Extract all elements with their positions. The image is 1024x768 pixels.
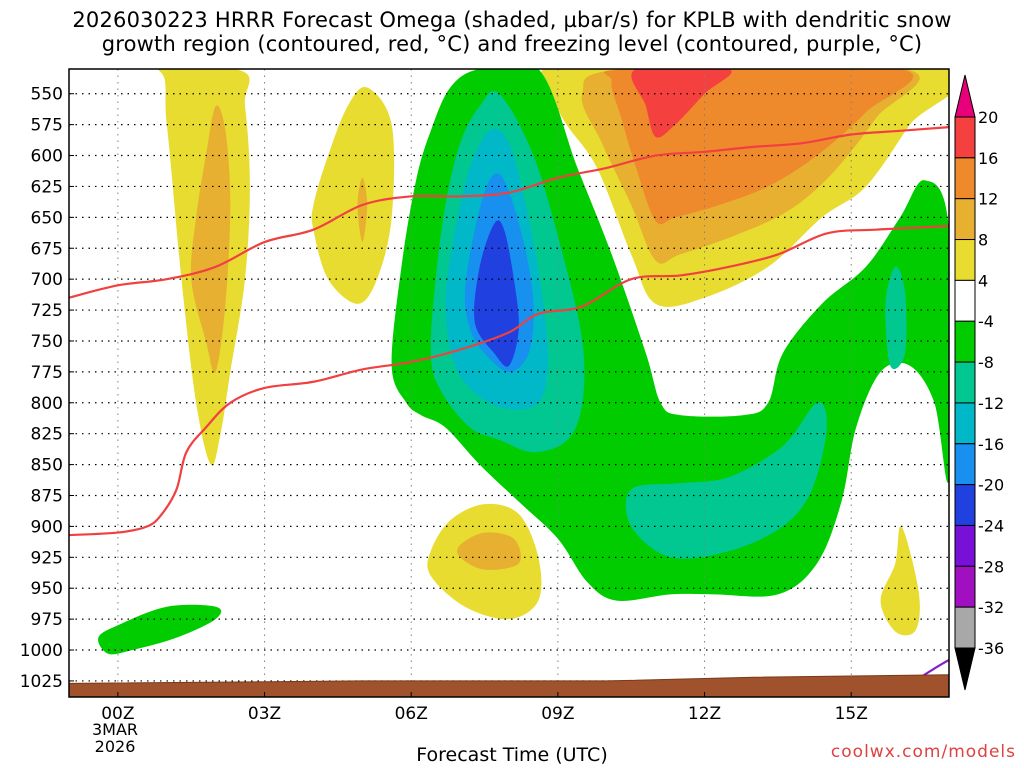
- colorbar-label-10: -24: [978, 516, 1004, 535]
- y-tick-label-575: 575: [31, 116, 63, 136]
- x-tick-label-15Z: 15Z: [835, 704, 868, 724]
- y-tick-label-750: 750: [31, 332, 63, 352]
- omega-region-2-level-4: [311, 86, 395, 304]
- source-credit: coolwx.com/models: [830, 742, 1016, 762]
- omega-region-18-level-neg4: [98, 604, 222, 655]
- y-tick-label-900: 900: [31, 517, 63, 537]
- y-tick-label-875: 875: [31, 486, 63, 506]
- colorbar-swatch-1: [954, 157, 976, 200]
- colorbar-label-3: 8: [978, 231, 988, 250]
- y-tick-label-1000: 1000: [20, 641, 63, 661]
- y-tick-label-700: 700: [31, 270, 63, 290]
- terrain-surface: [69, 674, 949, 697]
- omega-region-10-level-4: [880, 526, 920, 636]
- date-label-day: 3MAR: [92, 720, 139, 739]
- dgz-contour-1: [69, 224, 949, 537]
- colorbar-label-6: -8: [978, 353, 994, 372]
- dgz-contour-0: [69, 126, 949, 299]
- omega-region-14-level-neg8: [885, 266, 907, 370]
- colorbar-label-8: -16: [978, 435, 1004, 454]
- colorbar-label-0: 20: [978, 108, 998, 127]
- x-tick-label-12Z: 12Z: [688, 704, 721, 724]
- colorbar-swatch-3: [954, 239, 976, 281]
- colorbar-label-7: -12: [978, 394, 1004, 413]
- chart-title: 2026030223 HRRR Forecast Omega (shaded, …: [0, 8, 1024, 56]
- y-tick-label-675: 675: [31, 239, 63, 259]
- x-tick-label-06Z: 06Z: [395, 704, 428, 724]
- omega-region-7-level-16: [631, 69, 732, 138]
- y-tick-label-600: 600: [31, 147, 63, 167]
- colorbar-label-2: 12: [978, 190, 998, 209]
- colorbar-swatch-4: [954, 279, 976, 322]
- colorbar-swatch-2: [954, 198, 976, 241]
- y-tick-label-1025: 1025: [20, 672, 63, 692]
- title-line-2: growth region (contoured, red, °C) and f…: [101, 32, 923, 56]
- colorbar-label-1: 16: [978, 149, 998, 168]
- y-tick-label-650: 650: [31, 208, 63, 228]
- colorbar-swatch-8: [954, 443, 976, 486]
- x-tick-label-09Z: 09Z: [541, 704, 574, 724]
- y-tick-label-625: 625: [31, 177, 63, 197]
- x-tick-label-00Z: 00Z: [101, 704, 134, 724]
- y-tick-label-725: 725: [31, 301, 63, 321]
- colorbar-swatch-10: [954, 524, 976, 567]
- y-tick-label-950: 950: [31, 579, 63, 599]
- colorbar: 20 16 12 8 4 -4 -8 -12 -16 -20 -24 -28 -32 -36: [954, 74, 1004, 691]
- grid: [69, 69, 949, 697]
- omega-region-3-level-8: [357, 177, 368, 243]
- colorbar-swatch-0: [954, 116, 976, 159]
- y-tick-label-550: 550: [31, 85, 63, 105]
- colorbar-label-12: -32: [978, 598, 1004, 617]
- omega-region-9-level-8: [457, 532, 521, 570]
- colorbar-swatch-5: [954, 320, 976, 363]
- colorbar-swatch-12: [954, 606, 976, 649]
- colorbar-swatch-9: [954, 484, 976, 526]
- colorbar-swatch-7: [954, 402, 976, 445]
- plot-area: [69, 69, 949, 697]
- colorbar-label-4: 4: [978, 271, 988, 290]
- colorbar-label-9: -20: [978, 476, 1004, 495]
- x-tick-label-03Z: 03Z: [248, 704, 281, 724]
- colorbar-cap-bottom: [954, 647, 976, 691]
- y-tick-label-800: 800: [31, 394, 63, 414]
- title-line-1: 2026030223 HRRR Forecast Omega (shaded, …: [72, 8, 952, 32]
- y-tick-label-975: 975: [31, 610, 63, 630]
- date-label: 3MAR 2026: [92, 721, 138, 755]
- y-tick-label-925: 925: [31, 548, 63, 568]
- y-tick-label-850: 850: [31, 456, 63, 476]
- colorbar-label-13: -36: [978, 639, 1004, 658]
- x-axis-label: Forecast Time (UTC): [416, 744, 608, 766]
- y-tick-label-825: 825: [31, 425, 63, 445]
- colorbar-swatch-11: [954, 565, 976, 608]
- date-label-year: 2026: [94, 737, 136, 756]
- omega-region-13-level-neg8: [625, 402, 827, 559]
- omega-region-17-level-neg20: [474, 220, 519, 367]
- omega-region-1-level-8: [190, 105, 231, 373]
- plot-frame: [68, 68, 950, 698]
- colorbar-label-5: -4: [978, 312, 994, 331]
- colorbar-cap-top: [954, 74, 976, 118]
- colorbar-label-11: -28: [978, 557, 1004, 576]
- y-tick-label-775: 775: [31, 363, 63, 383]
- colorbar-swatch-6: [954, 361, 976, 404]
